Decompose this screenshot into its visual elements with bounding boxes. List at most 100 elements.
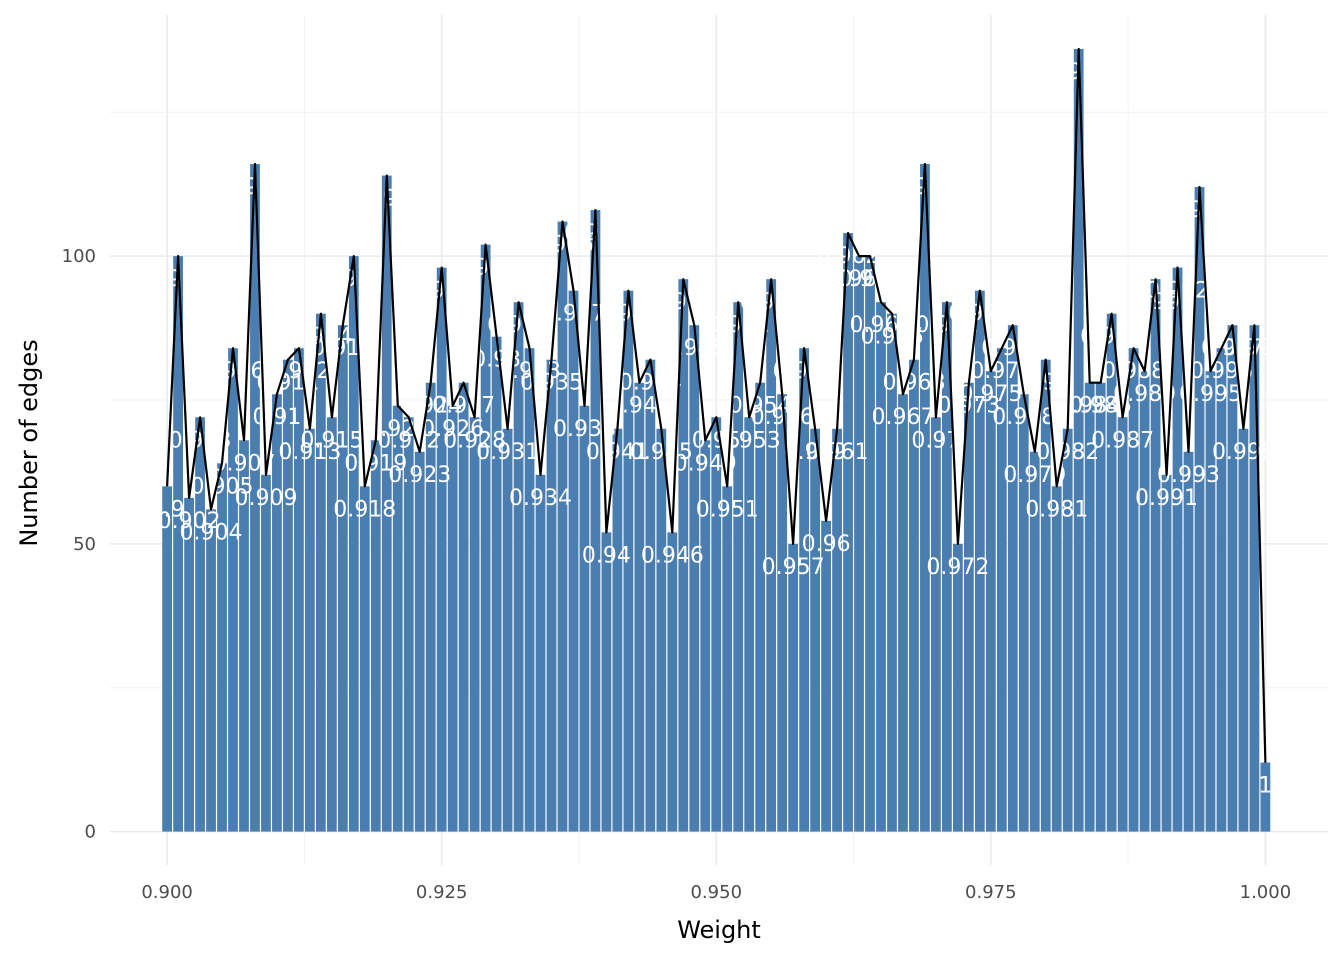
bar bbox=[579, 405, 590, 832]
bar bbox=[381, 175, 392, 832]
y-tick-label: 0 bbox=[85, 822, 96, 843]
bar-value-label: 0.94 bbox=[582, 543, 631, 568]
bar bbox=[184, 497, 194, 832]
bar bbox=[1084, 382, 1095, 832]
bar bbox=[283, 359, 293, 832]
bar bbox=[985, 371, 996, 832]
bar-value-label: 0.942 bbox=[597, 302, 660, 327]
bar bbox=[195, 417, 205, 832]
bar bbox=[469, 417, 480, 832]
bar bbox=[250, 164, 260, 832]
bar bbox=[788, 543, 799, 832]
frequency-polyline bbox=[166, 47, 1267, 763]
x-tick-label: 0.925 bbox=[416, 882, 468, 903]
bar-value-label: 0.998 bbox=[1212, 440, 1275, 465]
bar-value-label: 0.96 bbox=[802, 532, 851, 557]
bar bbox=[1007, 325, 1018, 832]
bar bbox=[162, 486, 173, 832]
bar bbox=[272, 394, 282, 832]
bar bbox=[304, 428, 315, 832]
bar-value-label: 0.989 bbox=[1113, 382, 1176, 407]
bar-value-label: 0.988 bbox=[1102, 359, 1165, 384]
bar bbox=[359, 486, 370, 832]
bar bbox=[777, 394, 788, 832]
bar-value-label: 0.954 bbox=[729, 394, 792, 419]
bar bbox=[1106, 313, 1117, 832]
bar bbox=[294, 348, 304, 832]
bar bbox=[337, 325, 348, 832]
x-tick-label: 0.900 bbox=[141, 882, 193, 903]
bar-value-label: 0.977 bbox=[981, 336, 1044, 361]
bar bbox=[996, 348, 1007, 832]
bar bbox=[1062, 428, 1073, 832]
bar bbox=[667, 532, 678, 832]
bar bbox=[898, 394, 908, 832]
bar bbox=[1128, 348, 1139, 832]
bar bbox=[974, 290, 985, 832]
bar-value-label: 0.995 bbox=[1179, 382, 1242, 407]
bar bbox=[326, 417, 337, 832]
bar bbox=[733, 302, 744, 832]
bar bbox=[634, 382, 645, 832]
bar bbox=[535, 474, 546, 832]
bar-value-label: 0.948 bbox=[663, 336, 726, 361]
bar-value-label: 0.927 bbox=[432, 394, 495, 419]
bar bbox=[228, 348, 238, 832]
bar bbox=[557, 221, 568, 832]
bar-value-label: 0.9 bbox=[150, 497, 185, 522]
bar-value-label: 0.945 bbox=[630, 440, 693, 465]
bar bbox=[645, 359, 656, 832]
bar bbox=[700, 440, 711, 832]
bar bbox=[810, 428, 820, 832]
bar bbox=[832, 428, 842, 832]
bar-value-label: 0.934 bbox=[509, 486, 572, 511]
bar bbox=[1249, 325, 1260, 832]
bar-value-label: 0.956 bbox=[751, 405, 814, 430]
x-tick-label: 1.000 bbox=[1240, 882, 1292, 903]
bar bbox=[1117, 417, 1128, 832]
bar bbox=[623, 290, 634, 832]
bar-value-label: 0.975 bbox=[959, 382, 1022, 407]
bar bbox=[1194, 187, 1205, 832]
bar-value-label: 0.961 bbox=[806, 440, 869, 465]
bar bbox=[612, 428, 623, 832]
bar bbox=[722, 486, 733, 832]
bar bbox=[887, 313, 897, 832]
bar bbox=[1018, 394, 1029, 832]
bar bbox=[1150, 279, 1161, 832]
bar-value-label: 0.902 bbox=[158, 509, 221, 534]
bar bbox=[755, 382, 766, 832]
bar bbox=[920, 164, 930, 832]
bar-value-label: 0.953 bbox=[718, 428, 781, 453]
bar bbox=[546, 359, 557, 832]
bar bbox=[1029, 451, 1040, 832]
bar-value-label: 0.949 bbox=[674, 451, 737, 476]
bar-value-label: 0.944 bbox=[619, 371, 682, 396]
x-axis-ticks: 0.900 0.925 0.950 0.975 1.000 bbox=[141, 882, 1291, 903]
bar-value-label: 0.955 bbox=[740, 290, 803, 315]
bar bbox=[1260, 762, 1271, 832]
bar-value-label: 0.903 bbox=[169, 428, 232, 453]
bar-value-label: 0.987 bbox=[1091, 428, 1154, 453]
bar-value-label: 0.996 bbox=[1190, 359, 1253, 384]
bar-value-label: 0.913 bbox=[278, 440, 341, 465]
bar-value-label: 0.946 bbox=[641, 543, 704, 568]
bar bbox=[865, 256, 875, 832]
bar-value-label: 0.925 bbox=[410, 279, 473, 304]
bar bbox=[1095, 382, 1106, 832]
y-tick-label: 50 bbox=[73, 534, 96, 555]
bar bbox=[1238, 428, 1249, 832]
bar-value-label: 0.982 bbox=[1036, 440, 1099, 465]
bar-value-label: 0.904 bbox=[180, 520, 243, 545]
bar bbox=[1183, 451, 1194, 832]
bar bbox=[799, 348, 810, 832]
bar bbox=[315, 313, 326, 832]
bar bbox=[1227, 325, 1238, 832]
bar-value-label: 0.928 bbox=[443, 428, 506, 453]
bar bbox=[447, 405, 458, 832]
bar-value-label: 0.905 bbox=[191, 474, 254, 499]
bar-value-label: 0.991 bbox=[1135, 486, 1198, 511]
bar-value-label: 0.919 bbox=[344, 451, 407, 476]
bar-value-label: 0.963 bbox=[828, 267, 891, 292]
bar bbox=[206, 509, 216, 832]
